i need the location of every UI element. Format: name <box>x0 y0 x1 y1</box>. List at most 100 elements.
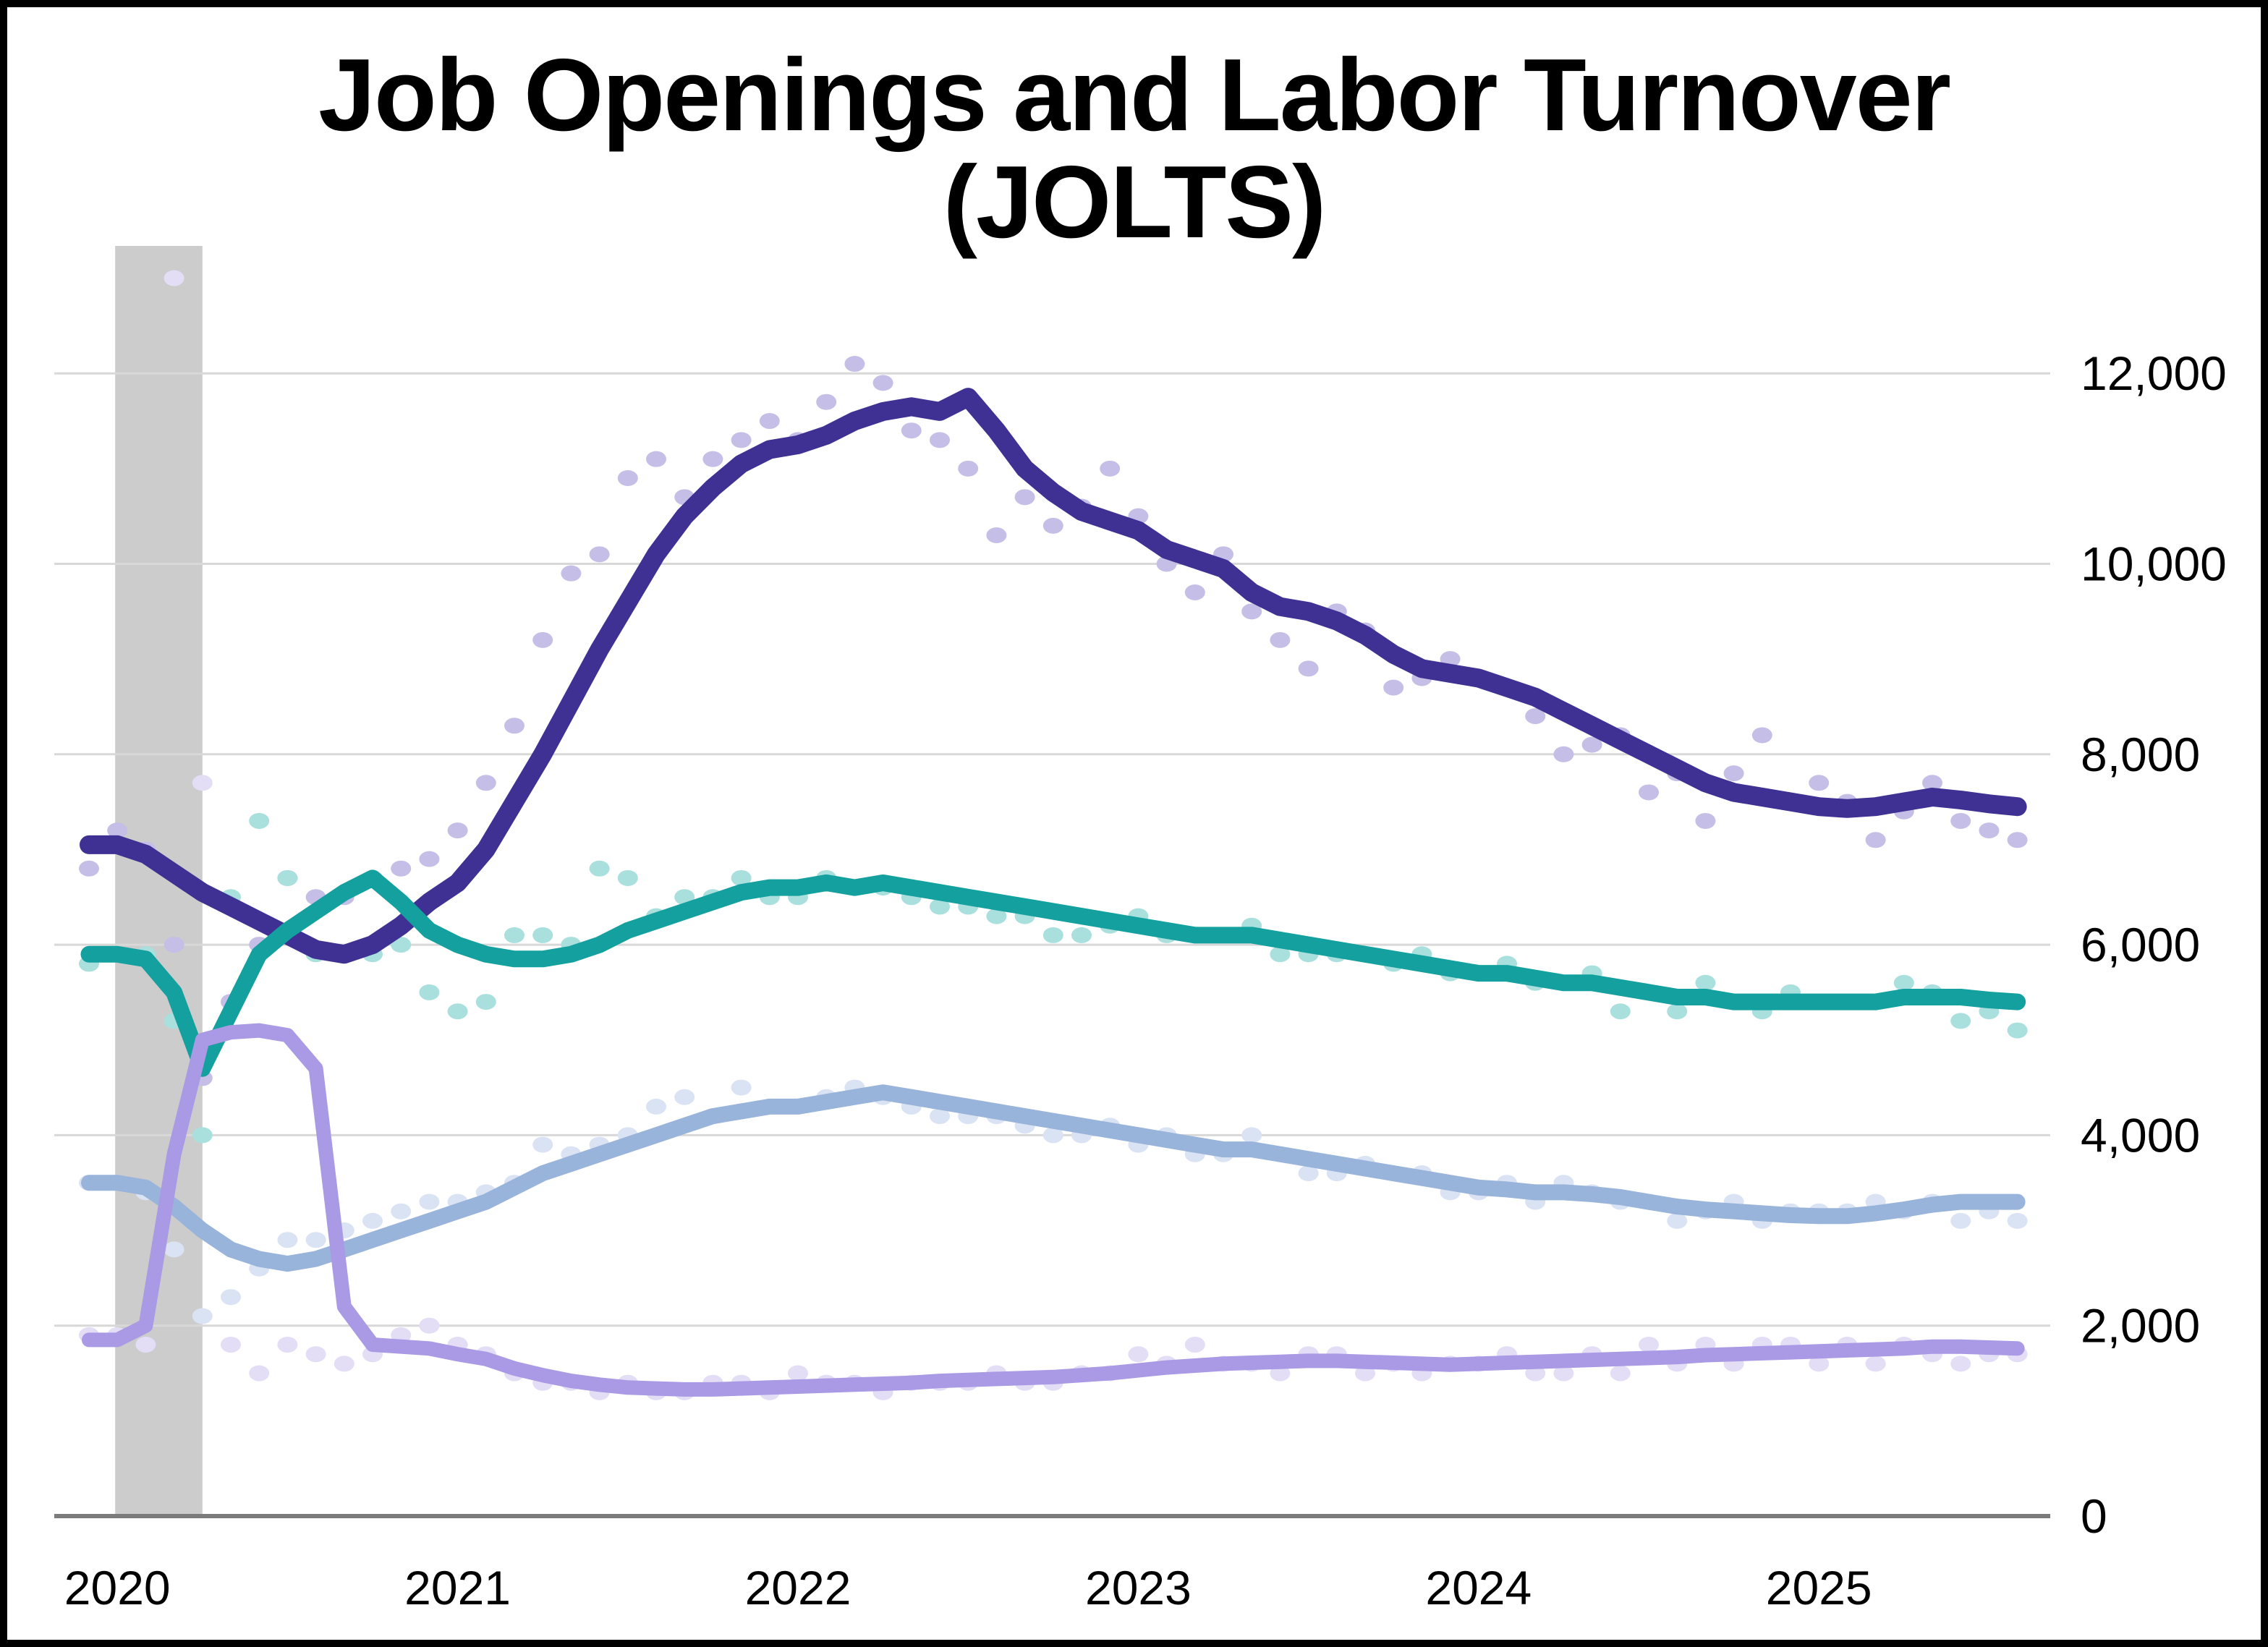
quits-monthly-dot <box>1042 1127 1063 1144</box>
layoffs-and-discharges-monthly-dot <box>788 1365 808 1382</box>
x-tick-label-2025: 2025 <box>1766 1561 1872 1614</box>
job-openings-monthly-dot <box>986 527 1007 544</box>
job-openings-monthly-dot <box>844 356 865 373</box>
job-openings-monthly-dot <box>1695 812 1716 829</box>
job-openings-monthly-dot <box>532 631 553 648</box>
quits-trend-line <box>81 1084 2026 1272</box>
layoffs-and-discharges-monthly-dot <box>1865 1356 1886 1372</box>
hires-monthly-dot <box>2007 1022 2028 1039</box>
job-openings-monthly-dot <box>1865 832 1886 848</box>
x-tick-label-2024: 2024 <box>1425 1561 1532 1614</box>
hires-trend-line <box>80 869 2026 1077</box>
hires-monthly-dot <box>192 1127 213 1144</box>
hires-monthly-dot <box>504 927 524 943</box>
quits-monthly-dot <box>1667 1212 1688 1229</box>
hires-monthly-dot <box>391 937 412 953</box>
job-openings-monthly-dot <box>1639 784 1659 801</box>
x-tick-label-2023: 2023 <box>1085 1561 1192 1614</box>
quits-monthly-dot <box>1241 1127 1262 1144</box>
job-openings-monthly-dot <box>901 422 922 439</box>
quits-monthly-dot <box>419 1193 440 1210</box>
hires-monthly-dot <box>1893 974 1914 991</box>
job-openings-monthly-dot <box>419 851 440 867</box>
hires-monthly-dot <box>419 984 440 1000</box>
job-openings-monthly-dot <box>1383 679 1404 696</box>
quits-monthly-dot <box>1950 1212 1971 1229</box>
job-openings-monthly-dot <box>1553 746 1574 762</box>
job-openings-monthly-dot <box>1184 584 1205 600</box>
y-tick-label-10000: 10,000 <box>2081 537 2227 591</box>
quits-monthly-dot <box>930 1108 950 1125</box>
job-openings-monthly-dot <box>617 470 638 487</box>
layoffs-and-discharges-monthly-dot <box>221 1337 241 1353</box>
hires-monthly-dot <box>447 1003 468 1020</box>
layoffs-and-discharges-monthly-dot <box>1639 1337 1659 1353</box>
job-openings-monthly-dot <box>163 937 184 953</box>
job-openings-monthly-dot <box>1979 822 2000 839</box>
quits-monthly-dot <box>2007 1212 2028 1229</box>
job-openings-monthly-dot <box>589 546 610 563</box>
job-openings-monthly-dot <box>958 460 979 477</box>
quits-monthly-dot <box>221 1289 241 1306</box>
job-openings-monthly-dot <box>1042 517 1063 534</box>
job-openings-monthly-dot <box>475 775 496 791</box>
y-tick-label-8000: 8,000 <box>2081 728 2200 781</box>
job-openings-monthly-dot <box>646 451 666 467</box>
layoffs-and-discharges-monthly-dot <box>334 1356 354 1372</box>
chart-title: Job Openings and Labor Turnover (JOLTS) <box>7 42 2261 255</box>
layoffs-and-discharges-monthly-dot <box>1355 1365 1375 1382</box>
job-openings-monthly-dot <box>872 375 893 391</box>
hires-monthly-dot <box>617 869 638 886</box>
job-openings-monthly-dot <box>391 860 412 877</box>
hires-monthly-dot <box>1610 1003 1631 1020</box>
quits-monthly-dot <box>731 1079 752 1096</box>
job-openings-trend-line <box>80 388 2027 964</box>
layoffs-and-discharges-monthly-dot <box>1128 1346 1149 1363</box>
layoffs-and-discharges-trend-line <box>82 1023 2025 1397</box>
hires-monthly-dot <box>1270 946 1291 963</box>
layoffs-and-discharges-monthly-dot <box>305 1346 326 1363</box>
hires-monthly-dot <box>1042 927 1063 943</box>
layoffs-and-discharges-monthly-dot <box>1950 1356 1971 1372</box>
hires-monthly-dot <box>1071 927 1092 943</box>
job-openings-monthly-dot <box>731 432 752 448</box>
hires-monthly-dot <box>986 908 1007 924</box>
y-tick-label-12000: 12,000 <box>2081 346 2227 400</box>
job-openings-monthly-dot <box>504 718 524 734</box>
layoffs-and-discharges-monthly-dot <box>249 1365 270 1382</box>
job-openings-monthly-dot <box>1950 812 1971 829</box>
y-tick-label-2000: 2,000 <box>2081 1299 2200 1353</box>
job-openings-monthly-dot <box>1751 727 1772 744</box>
hires-monthly-dot <box>277 869 298 886</box>
job-openings-monthly-dot <box>79 860 99 877</box>
hires-monthly-dot <box>731 869 752 886</box>
job-openings-monthly-dot <box>107 822 128 839</box>
quits-monthly-dot <box>1298 1165 1319 1182</box>
layoffs-and-discharges-monthly-dot <box>192 775 213 791</box>
layoffs-and-discharges-monthly-dot <box>1553 1365 1574 1382</box>
x-tick-label-2021: 2021 <box>404 1561 511 1614</box>
chart-title-line2: (JOLTS) <box>943 144 1327 260</box>
layoffs-and-discharges-monthly-dot <box>277 1337 298 1353</box>
job-openings-monthly-dot <box>702 451 723 467</box>
job-openings-monthly-dot <box>1241 603 1262 620</box>
job-openings-monthly-dot <box>1298 660 1319 677</box>
layoffs-and-discharges-monthly-dot <box>1270 1365 1291 1382</box>
layoffs-and-discharges-monthly-dot <box>1184 1337 1205 1353</box>
quits-monthly-dot <box>646 1098 666 1115</box>
quits-monthly-dot <box>192 1308 213 1324</box>
hires-monthly-dot <box>1950 1013 1971 1029</box>
hires-monthly-dot <box>249 812 270 829</box>
quits-monthly-dot <box>391 1203 412 1220</box>
job-openings-monthly-dot <box>759 413 780 430</box>
job-openings-monthly-dot <box>930 432 950 448</box>
y-tick-label-6000: 6,000 <box>2081 918 2200 971</box>
layoffs-and-discharges-monthly-dot <box>135 1337 156 1353</box>
x-tick-label-2022: 2022 <box>745 1561 851 1614</box>
quits-monthly-dot <box>532 1136 553 1153</box>
layoffs-and-discharges-monthly-dot <box>1610 1365 1631 1382</box>
job-openings-monthly-dot <box>1270 631 1291 648</box>
hires-monthly-dot <box>1667 1003 1688 1020</box>
x-tick-label-2020: 2020 <box>64 1561 171 1614</box>
